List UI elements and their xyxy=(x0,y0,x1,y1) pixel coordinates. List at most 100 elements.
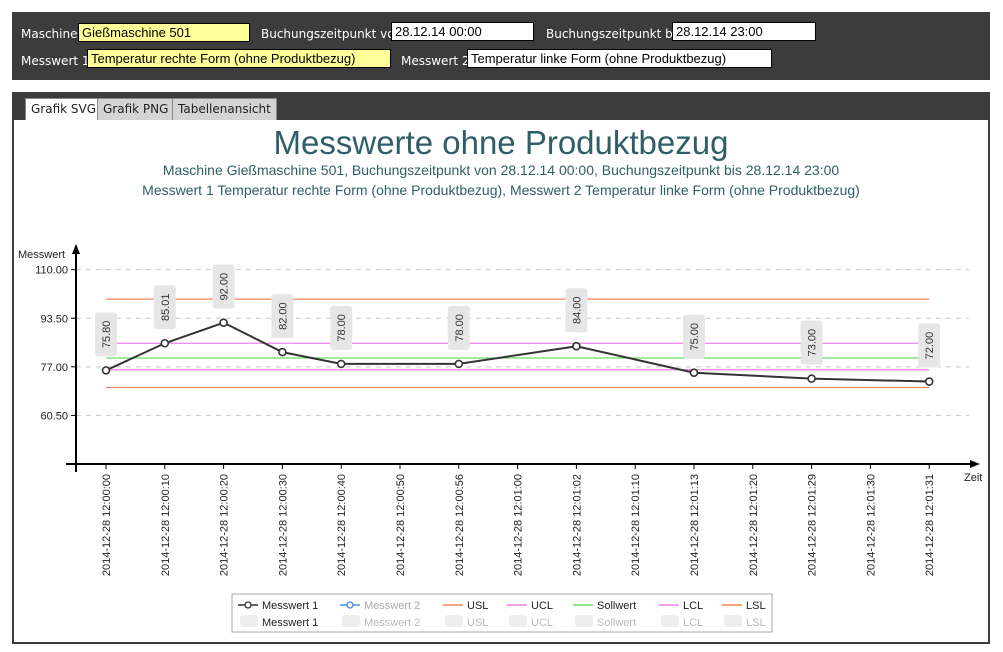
series-line-messwert-1 xyxy=(105,321,930,383)
data-point[interactable] xyxy=(160,338,170,348)
legend-box xyxy=(231,593,773,633)
legend-label: Messwert 1 xyxy=(262,600,318,612)
legend-toggle-lcl[interactable]: LCL xyxy=(661,615,703,629)
legend-toggle-sollwert[interactable]: Sollwert xyxy=(575,615,636,629)
x-tick-label: 2014-12-28 12:01:10 xyxy=(630,474,642,576)
data-label-box xyxy=(153,285,176,330)
legend-item-messwert-2[interactable]: Messwert 2 xyxy=(340,600,420,612)
chart-subtitle-line-2: Messwert 1 Temperatur rechte Form (ohne … xyxy=(142,182,860,198)
legend-item-lcl[interactable]: LCL xyxy=(659,600,703,612)
legend-toggle-messwert-1[interactable]: Messwert 1 xyxy=(240,615,318,629)
data-point[interactable] xyxy=(924,377,934,386)
x-axis-arrow xyxy=(970,460,980,468)
maschine-label: Maschine xyxy=(21,27,78,41)
data-label: 85.01 xyxy=(160,293,172,321)
buchungszeitpunkt-von-label: Buchungszeitpunkt von xyxy=(261,27,403,41)
buchungszeitpunkt-bis-field[interactable]: 28.12.14 23:00 xyxy=(672,22,816,41)
legend-item-sollwert[interactable]: Sollwert xyxy=(573,600,636,612)
legend-toggle-lsl[interactable]: LSL xyxy=(724,615,766,629)
legend-toggle-ucl[interactable]: UCL xyxy=(509,615,553,629)
x-tick-label: 2014-12-28 12:00:20 xyxy=(219,474,231,576)
messwert2-field[interactable]: Temperatur linke Form (ohne Produktbezug… xyxy=(467,49,772,68)
legend-toggle-box xyxy=(575,615,593,627)
legend-toggle-label: Messwert 2 xyxy=(364,617,420,629)
data-point[interactable] xyxy=(807,374,816,383)
tab-tabellenansicht[interactable]: Tabellenansicht xyxy=(172,98,277,120)
y-axis-label: Messwert xyxy=(18,249,65,261)
legend-toggle-label: USL xyxy=(467,617,488,629)
legend-toggle-box xyxy=(509,615,527,627)
y-tick-label: 93.50 xyxy=(40,313,68,325)
tab-grafik-png[interactable]: Grafik PNG xyxy=(97,98,175,120)
legend-toggle-messwert-2[interactable]: Messwert 2 xyxy=(342,615,420,629)
x-tick-label: 2014-12-28 12:00:56 xyxy=(454,474,466,576)
legend-marker xyxy=(346,601,354,609)
chart-svg: Messwerte ohne Produktbezug Maschine Gie… xyxy=(18,124,982,633)
x-tick-label: 2014-12-28 12:00:30 xyxy=(277,474,289,576)
legend-marker xyxy=(244,601,252,609)
data-label-box xyxy=(95,312,117,357)
data-point[interactable] xyxy=(219,318,228,327)
data-label: 73.00 xyxy=(807,329,819,357)
legend-item-messwert-1[interactable]: Messwert 1 xyxy=(238,600,318,612)
y-tick-label: 77.00 xyxy=(40,362,68,374)
legend-toggle-usl[interactable]: USL xyxy=(445,615,488,629)
data-point[interactable] xyxy=(572,341,581,351)
legend-item-usl[interactable]: USL xyxy=(443,600,488,612)
x-axis-label: Zeit xyxy=(964,472,982,484)
x-tick-label: 2014-12-28 12:01:02 xyxy=(571,474,583,576)
legend-label: Sollwert xyxy=(597,600,636,612)
data-label-box xyxy=(447,305,470,350)
x-tick-label: 2014-12-28 12:00:00 xyxy=(101,474,113,576)
legend-toggle-label: UCL xyxy=(531,617,553,629)
data-label-box xyxy=(212,264,235,309)
data-label-box xyxy=(271,294,294,339)
legend-label: LCL xyxy=(683,600,703,612)
x-tick-label: 2014-12-28 12:01:29 xyxy=(807,474,819,576)
x-tick-label: 2014-12-28 12:01:31 xyxy=(924,474,936,576)
x-tick-label: 2014-12-28 12:00:40 xyxy=(336,474,348,576)
x-tick-label: 2014-12-28 12:00:10 xyxy=(160,474,172,576)
x-tick-label: 2014-12-28 12:01:20 xyxy=(748,474,760,576)
data-label: 78.00 xyxy=(454,314,466,342)
data-point[interactable] xyxy=(689,368,699,378)
chart-title: Messwerte ohne Produktbezug xyxy=(274,124,729,161)
legend-toggle-box xyxy=(342,615,360,627)
legend-toggle-box xyxy=(240,615,258,627)
data-label: 92.00 xyxy=(219,273,231,301)
legend-toggle-box xyxy=(661,615,679,627)
messwert1-field[interactable]: Temperatur rechte Form (ohne Produktbezu… xyxy=(87,49,391,68)
data-point[interactable] xyxy=(336,359,346,369)
data-label-box xyxy=(330,305,353,350)
maschine-field[interactable]: Gießmaschine 501 xyxy=(78,23,250,42)
data-point[interactable] xyxy=(278,347,287,357)
data-point[interactable] xyxy=(101,366,111,375)
messwert2-label: Messwert 2 xyxy=(401,54,470,68)
legend-toggle-label: LCL xyxy=(683,617,703,629)
chart-subtitle-line-1: Maschine Gießmaschine 501, Buchungszeitp… xyxy=(163,162,840,178)
messwert1-label: Messwert 1 xyxy=(21,54,90,68)
tab-grafik-svg[interactable]: Grafik SVG xyxy=(25,98,103,122)
y-axis-arrow xyxy=(72,244,80,254)
data-label: 75.00 xyxy=(689,323,701,351)
legend-item-ucl[interactable]: UCL xyxy=(507,600,553,612)
buchungszeitpunkt-von-field[interactable]: 28.12.14 00:00 xyxy=(391,22,534,41)
chart-content: Messwerte ohne Produktbezug Maschine Gie… xyxy=(14,120,988,642)
legend-item-lsl[interactable]: LSL xyxy=(722,600,766,612)
legend-toggle-label: LSL xyxy=(746,617,766,629)
y-tick-label: 60.50 xyxy=(40,410,68,422)
data-label: 82.00 xyxy=(277,302,289,330)
data-label-box xyxy=(800,320,823,365)
x-tick-label: 2014-12-28 12:01:13 xyxy=(689,474,701,576)
data-label: 72.00 xyxy=(924,332,936,360)
data-label-box xyxy=(565,288,588,333)
data-label-box xyxy=(683,314,705,359)
y-tick-label: 110.00 xyxy=(35,265,68,277)
x-tick-label: 2014-12-28 12:01:30 xyxy=(865,474,877,576)
x-tick-label: 2014-12-28 12:01:00 xyxy=(513,474,525,576)
legend-toggle-box xyxy=(724,615,742,627)
data-point[interactable] xyxy=(454,359,464,369)
x-tick-label: 2014-12-28 12:00:50 xyxy=(395,474,407,576)
data-label: 78.00 xyxy=(336,314,348,342)
data-label: 75.80 xyxy=(101,321,113,349)
